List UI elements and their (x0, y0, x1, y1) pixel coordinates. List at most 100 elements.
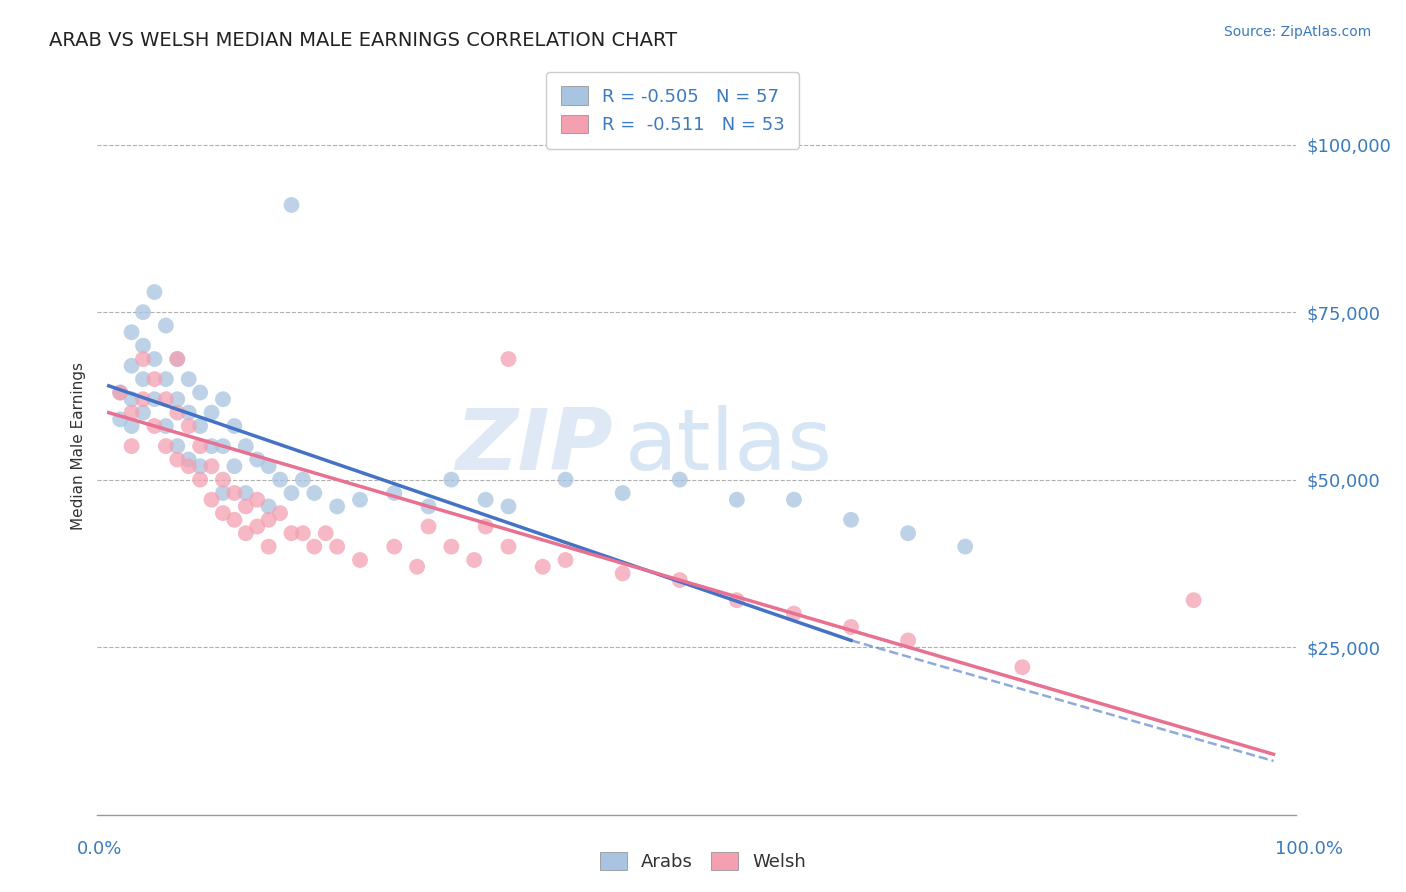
Point (269, 506, 291, 520)
Point (531, 559, 554, 574)
Text: ZIP: ZIP (456, 405, 613, 488)
Point (382, 486, 405, 500)
Point (897, 633, 920, 648)
Point (725, 492, 748, 507)
Point (246, 519, 269, 533)
Point (155, 439, 177, 453)
Point (166, 406, 188, 420)
Point (132, 305, 155, 319)
Point (132, 352, 155, 367)
Point (143, 372, 166, 386)
Point (143, 392, 166, 407)
Point (498, 352, 520, 367)
Text: 100.0%: 100.0% (1275, 840, 1343, 858)
Point (955, 540, 977, 554)
Point (155, 392, 177, 407)
Point (212, 506, 235, 520)
Point (474, 519, 496, 533)
Point (121, 419, 143, 434)
Legend: R = -0.505   N = 57, R =  -0.511   N = 53: R = -0.505 N = 57, R = -0.511 N = 53 (547, 72, 800, 149)
Point (121, 439, 143, 453)
Point (177, 452, 200, 467)
Point (108, 385, 131, 400)
Point (143, 352, 166, 367)
Point (463, 553, 485, 567)
Point (783, 492, 806, 507)
Point (554, 473, 576, 487)
Point (143, 285, 166, 299)
Text: ARAB VS WELSH MEDIAN MALE EARNINGS CORRELATION CHART: ARAB VS WELSH MEDIAN MALE EARNINGS CORRE… (49, 31, 678, 50)
Point (200, 406, 222, 420)
Point (280, 486, 302, 500)
Point (132, 392, 155, 407)
Point (257, 459, 280, 474)
Point (235, 486, 257, 500)
Point (166, 352, 188, 367)
Point (177, 419, 200, 434)
Point (269, 473, 291, 487)
Point (200, 492, 222, 507)
Point (326, 500, 349, 514)
Point (177, 406, 200, 420)
Point (121, 392, 143, 407)
Point (326, 540, 349, 554)
Point (235, 500, 257, 514)
Point (257, 513, 280, 527)
Point (1011, 660, 1033, 674)
Point (349, 492, 371, 507)
Point (280, 198, 302, 212)
Point (108, 412, 131, 426)
Point (498, 500, 520, 514)
Point (897, 526, 920, 541)
Point (166, 439, 188, 453)
Point (498, 540, 520, 554)
Point (349, 553, 371, 567)
Point (839, 513, 862, 527)
Point (212, 486, 235, 500)
Point (725, 593, 748, 607)
Point (291, 526, 314, 541)
Point (440, 540, 463, 554)
Point (177, 372, 200, 386)
Point (188, 439, 211, 453)
Point (166, 352, 188, 367)
Point (200, 439, 222, 453)
Point (188, 473, 211, 487)
Text: atlas: atlas (624, 405, 832, 488)
Point (783, 607, 806, 621)
Point (554, 553, 576, 567)
Point (200, 459, 222, 474)
Point (166, 452, 188, 467)
Point (155, 419, 177, 434)
Point (143, 419, 166, 434)
Point (132, 338, 155, 352)
Point (188, 385, 211, 400)
Point (177, 459, 200, 474)
Point (224, 419, 246, 434)
Point (121, 359, 143, 373)
Point (280, 526, 302, 541)
Point (382, 540, 405, 554)
Point (440, 473, 463, 487)
Point (224, 486, 246, 500)
Point (235, 526, 257, 541)
Point (668, 573, 690, 587)
Point (257, 500, 280, 514)
Point (418, 519, 440, 533)
Point (418, 500, 440, 514)
Legend: Arabs, Welsh: Arabs, Welsh (592, 845, 814, 879)
Point (121, 406, 143, 420)
Point (108, 385, 131, 400)
Point (304, 540, 326, 554)
Point (291, 473, 314, 487)
Point (224, 459, 246, 474)
Point (612, 566, 634, 581)
Point (246, 492, 269, 507)
Point (668, 473, 690, 487)
Text: Source: ZipAtlas.com: Source: ZipAtlas.com (1223, 25, 1371, 39)
Point (155, 318, 177, 333)
Point (155, 372, 177, 386)
Point (188, 459, 211, 474)
Text: 0.0%: 0.0% (77, 840, 122, 858)
Point (212, 439, 235, 453)
